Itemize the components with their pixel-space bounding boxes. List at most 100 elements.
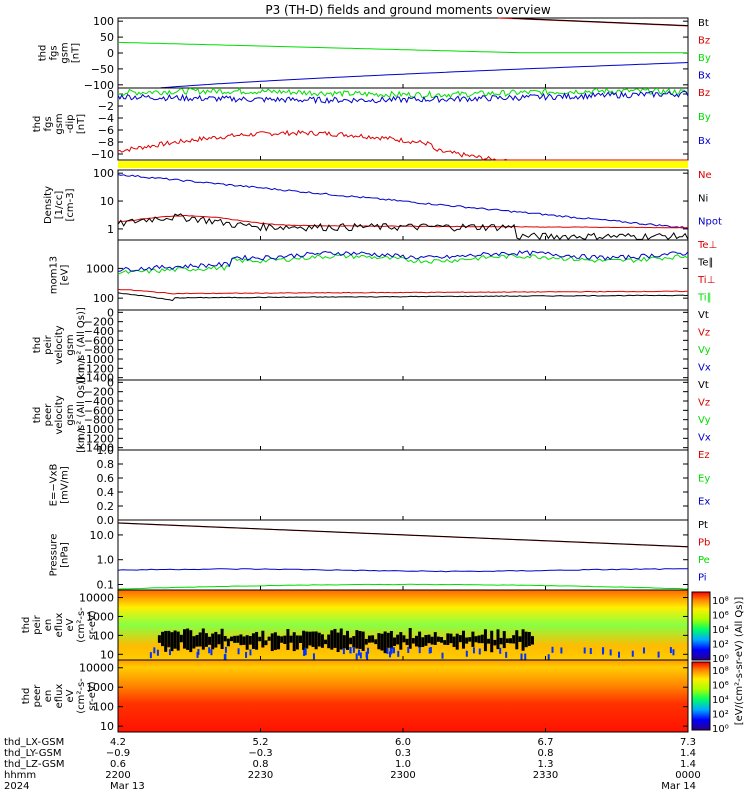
ion-low-count-cell (427, 634, 431, 644)
ion-low-count-cell (346, 630, 349, 650)
ion-low-count-cell (327, 634, 331, 649)
ion-low-count-cell (267, 636, 271, 641)
panel-p3: 100 10 1 Density [1/cc] [cm-3] Ne Ni Npot (43, 167, 722, 241)
y-axis-label: thd peer velocity gsm [km/s² (All Qs)] (32, 377, 87, 453)
panel-p8: 10.0 1.0 0.1 Pressure [nPa] Pt Pb Pe Pi (49, 519, 710, 592)
y-axis-label: thd fgs gsm -dip [nT] (32, 113, 87, 134)
ion-low-count-cell (455, 633, 459, 650)
ion-spectrogram-speckle (168, 649, 171, 656)
panel-frame (117, 239, 689, 311)
panel-p7: 1.00.80.60.40.20.0 E=−VxB [mV/m] Ez Ey Ex (49, 444, 711, 527)
ion-low-count-cell (436, 636, 440, 642)
y-tick-label: 0.2 (97, 500, 115, 513)
ion-low-count-cell (239, 634, 243, 646)
series-Bt (512, 17, 689, 27)
legend-entry: Vt (698, 380, 709, 391)
ion-low-count-cell (371, 635, 375, 643)
legend-entry: Ey (698, 473, 710, 484)
series-Ti-par (117, 253, 689, 275)
xaxis-value: 0.8 (253, 759, 269, 770)
ion-low-count-cell (396, 634, 400, 645)
legend-entry: Ti⊥ (697, 275, 715, 286)
ion-spectrogram-speckle (609, 649, 612, 656)
legend-entry: Ti∥ (697, 293, 712, 304)
ion-spectrogram-speckle (245, 651, 248, 658)
series-Te-perp (117, 288, 689, 295)
y-axis-label-line: peir (32, 614, 43, 634)
ion-low-count-cell (496, 629, 500, 650)
y-tick-label: −200 (84, 386, 114, 399)
y-axis-label-line: [km/s² (All Qs)] (76, 377, 87, 453)
panel-p2: 0−2−4−6−8−10 thd fgs gsm -dip [nT] Bz By Bx (32, 87, 711, 161)
y-tick-label: −1400 (77, 372, 114, 385)
ion-low-count-cell (298, 635, 302, 643)
ion-spectrogram-speckle (349, 647, 352, 654)
y-tick-label: −1400 (77, 442, 114, 455)
y-axis-label-line: Pressure (49, 534, 60, 577)
ion-low-count-cell (173, 630, 177, 649)
y-tick-label: 50 (100, 31, 114, 44)
ion-low-count-cell (465, 637, 469, 644)
ion-spectrogram-speckle (208, 647, 211, 654)
y-tick-label: 100 (93, 701, 114, 714)
panel-frame (117, 309, 689, 381)
y-tick-label: 10000 (79, 662, 114, 675)
colorbar-tick: 10⁸ (712, 596, 729, 607)
xaxis-value: 2200 (105, 770, 130, 781)
ion-low-count-cell (248, 635, 252, 645)
xaxis-value: 7.3 (680, 737, 696, 748)
ion-low-count-cell (430, 636, 434, 645)
ion-low-count-cell (230, 636, 234, 642)
y-tick-label: −800 (84, 414, 114, 427)
series-By (117, 41, 688, 54)
ion-low-count-cell (408, 627, 412, 649)
ion-spectrogram-speckle (583, 647, 586, 654)
xaxis-value: −0.9 (106, 748, 130, 759)
ion-low-count-cell (283, 635, 287, 644)
legend-entry: Ez (698, 450, 710, 461)
ion-low-count-cell (270, 633, 274, 652)
series-Te-par (117, 292, 689, 302)
ion-low-count-cell (461, 630, 465, 649)
y-axis-label-line: thd (32, 116, 43, 133)
ion-low-count-cell (164, 630, 168, 652)
ion-spectrogram-speckle (499, 647, 502, 654)
ion-spectrogram-speckle (602, 647, 605, 654)
series-Ni (117, 213, 689, 241)
ion-low-count-cell (201, 628, 205, 650)
ion-low-count-cell (499, 637, 503, 645)
legend-entry: Vz (698, 328, 710, 339)
y-axis-label-line: gsm (65, 334, 76, 355)
ion-low-count-cell (157, 635, 161, 643)
y-tick-label: −10 (91, 148, 114, 161)
ion-low-count-cell (333, 628, 337, 648)
ion-low-count-cell (233, 635, 237, 643)
ion-spectrogram-speckle (472, 647, 475, 654)
y-tick-label: −1000 (77, 353, 114, 366)
series-Pt (117, 522, 689, 548)
ion-low-count-cell (308, 631, 312, 646)
y-axis-label-line: eV (65, 689, 76, 702)
ion-low-count-cell (236, 635, 240, 643)
y-tick-label: −400 (84, 395, 114, 408)
colorbar-strip (691, 661, 711, 731)
y-axis-label: Density [1/cc] [cm-3] (43, 186, 76, 224)
legend-entry: Te⊥ (697, 240, 717, 251)
legend-entry: Vy (698, 415, 711, 426)
y-axis-label-line: velocity (54, 395, 65, 434)
y-axis-label-line: sr-eV) (87, 681, 98, 710)
y-axis-label: Pressure [nPa] (49, 534, 71, 577)
y-axis-label-line: -dip (65, 114, 76, 133)
xaxis-value: 5.2 (253, 737, 269, 748)
ion-low-count-cell (367, 635, 371, 643)
legend-entry: Vy (698, 345, 711, 356)
y-axis-label-line: peer (43, 403, 54, 427)
legend-entry: Pb (698, 538, 710, 549)
legend-entry: Bz (698, 36, 710, 47)
legend-entry: Ne (698, 170, 712, 181)
series-Bx (117, 90, 689, 105)
ion-low-count-cell (449, 633, 453, 644)
y-axis-label-line: [nT] (71, 43, 82, 63)
y-axis-label-line: eV (65, 618, 76, 631)
